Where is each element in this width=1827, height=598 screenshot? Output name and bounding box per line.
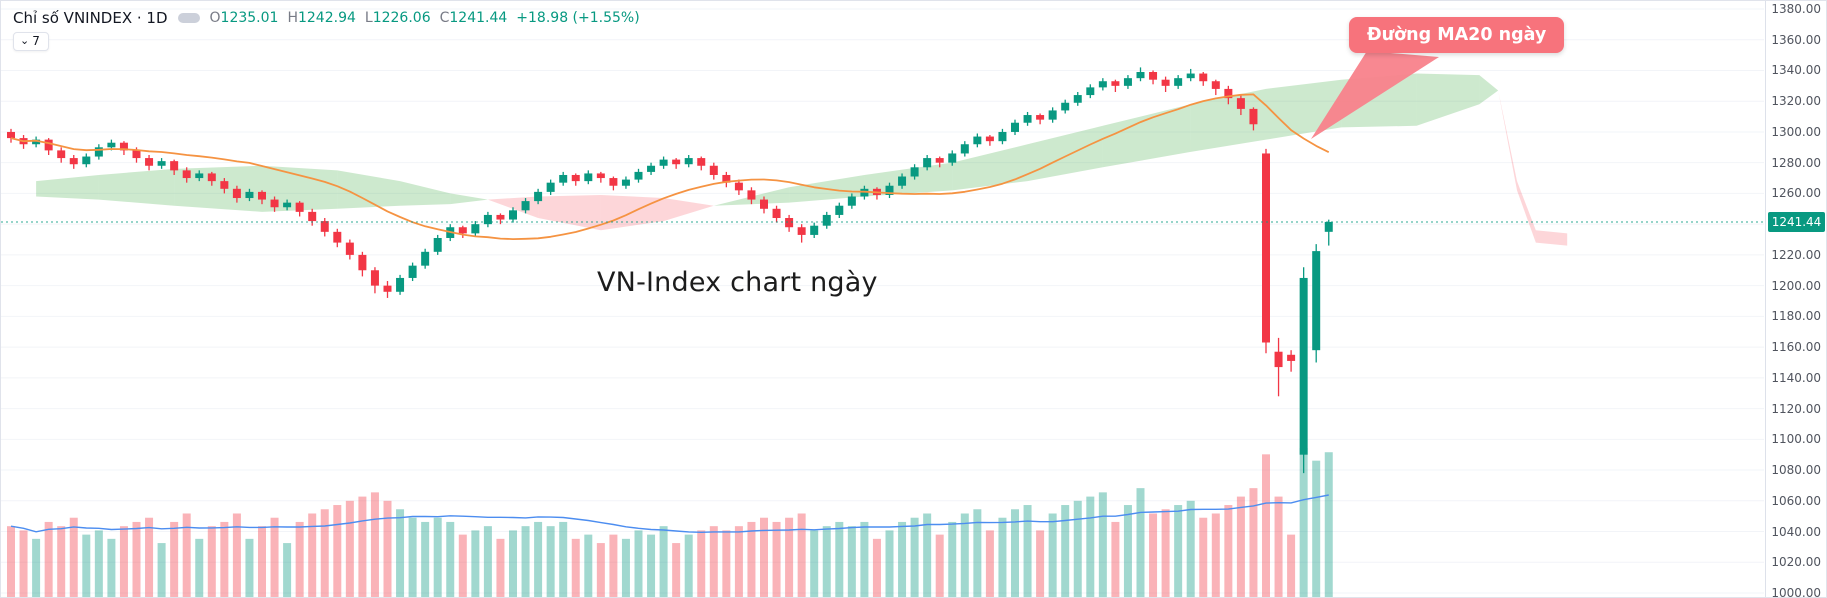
chart-legend: Chỉ số VNINDEX · 1D O1235.01 H1242.94 L1… [13,8,649,28]
high-label: H [287,10,298,26]
symbol-title[interactable]: Chỉ số VNINDEX · 1D [13,9,168,27]
price-tick-label: 1360.00 [1771,32,1821,47]
grid-lines [1,8,1764,594]
price-tick-label: 1140.00 [1771,370,1821,385]
price-tick-label: 1160.00 [1771,340,1821,355]
chevron-down-icon: ⌄ [20,34,30,47]
ma20-callout-arrow [1311,51,1439,139]
price-tick-label: 1000.00 [1771,586,1821,598]
objects-count: 7 [32,34,40,48]
price-tick-label: 1380.00 [1771,2,1821,16]
price-tick-label: 1260.00 [1771,186,1821,201]
change-value: +18.98 (+1.55%) [516,10,640,26]
price-tick-label: 1320.00 [1771,94,1821,109]
price-tick-label: 1280.00 [1771,155,1821,170]
volume-ma-line [10,494,1329,534]
price-tick-label: 1180.00 [1771,309,1821,324]
volume-bars [7,448,1333,597]
price-tick-label: 1040.00 [1771,524,1821,539]
price-tick-label: 1200.00 [1771,278,1821,293]
price-tick-label: 1300.00 [1771,124,1821,139]
ma20-callout-label[interactable]: Đường MA20 ngày [1349,17,1565,53]
price-tick-label: 1120.00 [1771,401,1821,416]
price-chart-canvas[interactable] [1,1,1765,598]
close-value: 1241.44 [449,10,508,26]
objects-tree-badge[interactable]: ⌄ 7 [13,32,49,51]
low-value: 1226.06 [372,10,431,26]
price-tick-label: 1340.00 [1771,63,1821,78]
price-tick-label: 1020.00 [1771,555,1821,570]
price-tick-label: 1220.00 [1771,247,1821,262]
price-tick-label: 1100.00 [1771,432,1821,447]
last-price-tag: 1241.44 [1768,211,1825,232]
price-axis[interactable]: 1241.44 1380.00 1360.00 1340.00 1320.00 1300… [1765,1,1826,598]
price-tick-label: 1060.00 [1771,493,1821,508]
open-label: O [209,10,221,26]
chart-note-text[interactable]: VN-Index chart ngày [597,267,878,298]
candles [7,67,1333,474]
close-label: C [439,10,450,26]
low-label: L [364,10,373,26]
legend-source-pill-icon[interactable] [177,13,200,23]
open-value: 1235.01 [220,10,279,26]
high-value: 1242.94 [297,10,356,26]
price-tick-label: 1080.00 [1771,463,1821,478]
ma20-line [10,93,1330,241]
